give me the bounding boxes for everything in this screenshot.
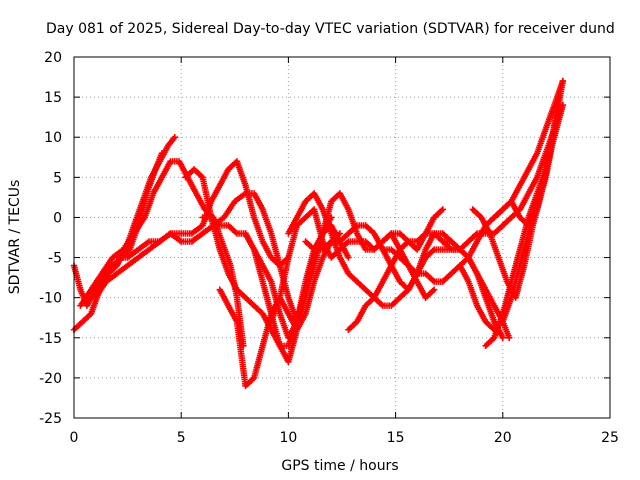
data-points bbox=[70, 77, 567, 390]
data-point bbox=[345, 254, 352, 261]
x-tick-label: 15 bbox=[387, 430, 405, 446]
chart-title: Day 081 of 2025, Sidereal Day-to-day VTE… bbox=[46, 21, 615, 37]
data-point bbox=[499, 334, 506, 341]
data-point bbox=[506, 334, 513, 341]
y-tick-label: 0 bbox=[53, 210, 62, 226]
data-point bbox=[158, 150, 166, 157]
x-tick-label: 0 bbox=[70, 430, 79, 446]
y-tick-label: -10 bbox=[39, 291, 62, 307]
data-point bbox=[430, 286, 438, 293]
data-point bbox=[336, 230, 344, 237]
series-trace-2 bbox=[70, 150, 166, 309]
x-tick-label: 20 bbox=[494, 430, 512, 446]
series-trace-13 bbox=[345, 230, 513, 341]
y-tick-labels: -25 -20 -15 -10 -5 0 5 10 15 20 bbox=[39, 50, 62, 427]
data-point bbox=[439, 206, 446, 213]
data-point bbox=[548, 142, 556, 149]
series-trace-19 bbox=[491, 142, 556, 229]
y-tick-label: 5 bbox=[53, 170, 62, 186]
data-point bbox=[559, 101, 567, 109]
x-tick-label: 10 bbox=[279, 430, 297, 446]
series-trace-5 bbox=[113, 190, 301, 325]
y-tick-label: 10 bbox=[44, 130, 62, 146]
data-point bbox=[171, 134, 178, 141]
plot-frame bbox=[73, 56, 611, 419]
x-tick-label: 25 bbox=[601, 430, 619, 446]
axis-ticks bbox=[73, 56, 611, 419]
x-tick-labels: 0 5 10 15 20 25 bbox=[70, 430, 619, 446]
y-axis-title: SDTVAR / TECUs bbox=[7, 180, 23, 295]
y-tick-label: 15 bbox=[44, 90, 62, 106]
y-tick-label: -25 bbox=[39, 411, 62, 427]
y-tick-label: 20 bbox=[44, 50, 62, 66]
y-tick-label: -20 bbox=[39, 371, 62, 387]
data-point bbox=[559, 77, 567, 85]
y-tick-label: -5 bbox=[48, 251, 62, 267]
x-axis-title: GPS time / hours bbox=[281, 458, 398, 474]
y-tick-label: -15 bbox=[39, 331, 62, 347]
x-tick-label: 5 bbox=[177, 430, 186, 446]
